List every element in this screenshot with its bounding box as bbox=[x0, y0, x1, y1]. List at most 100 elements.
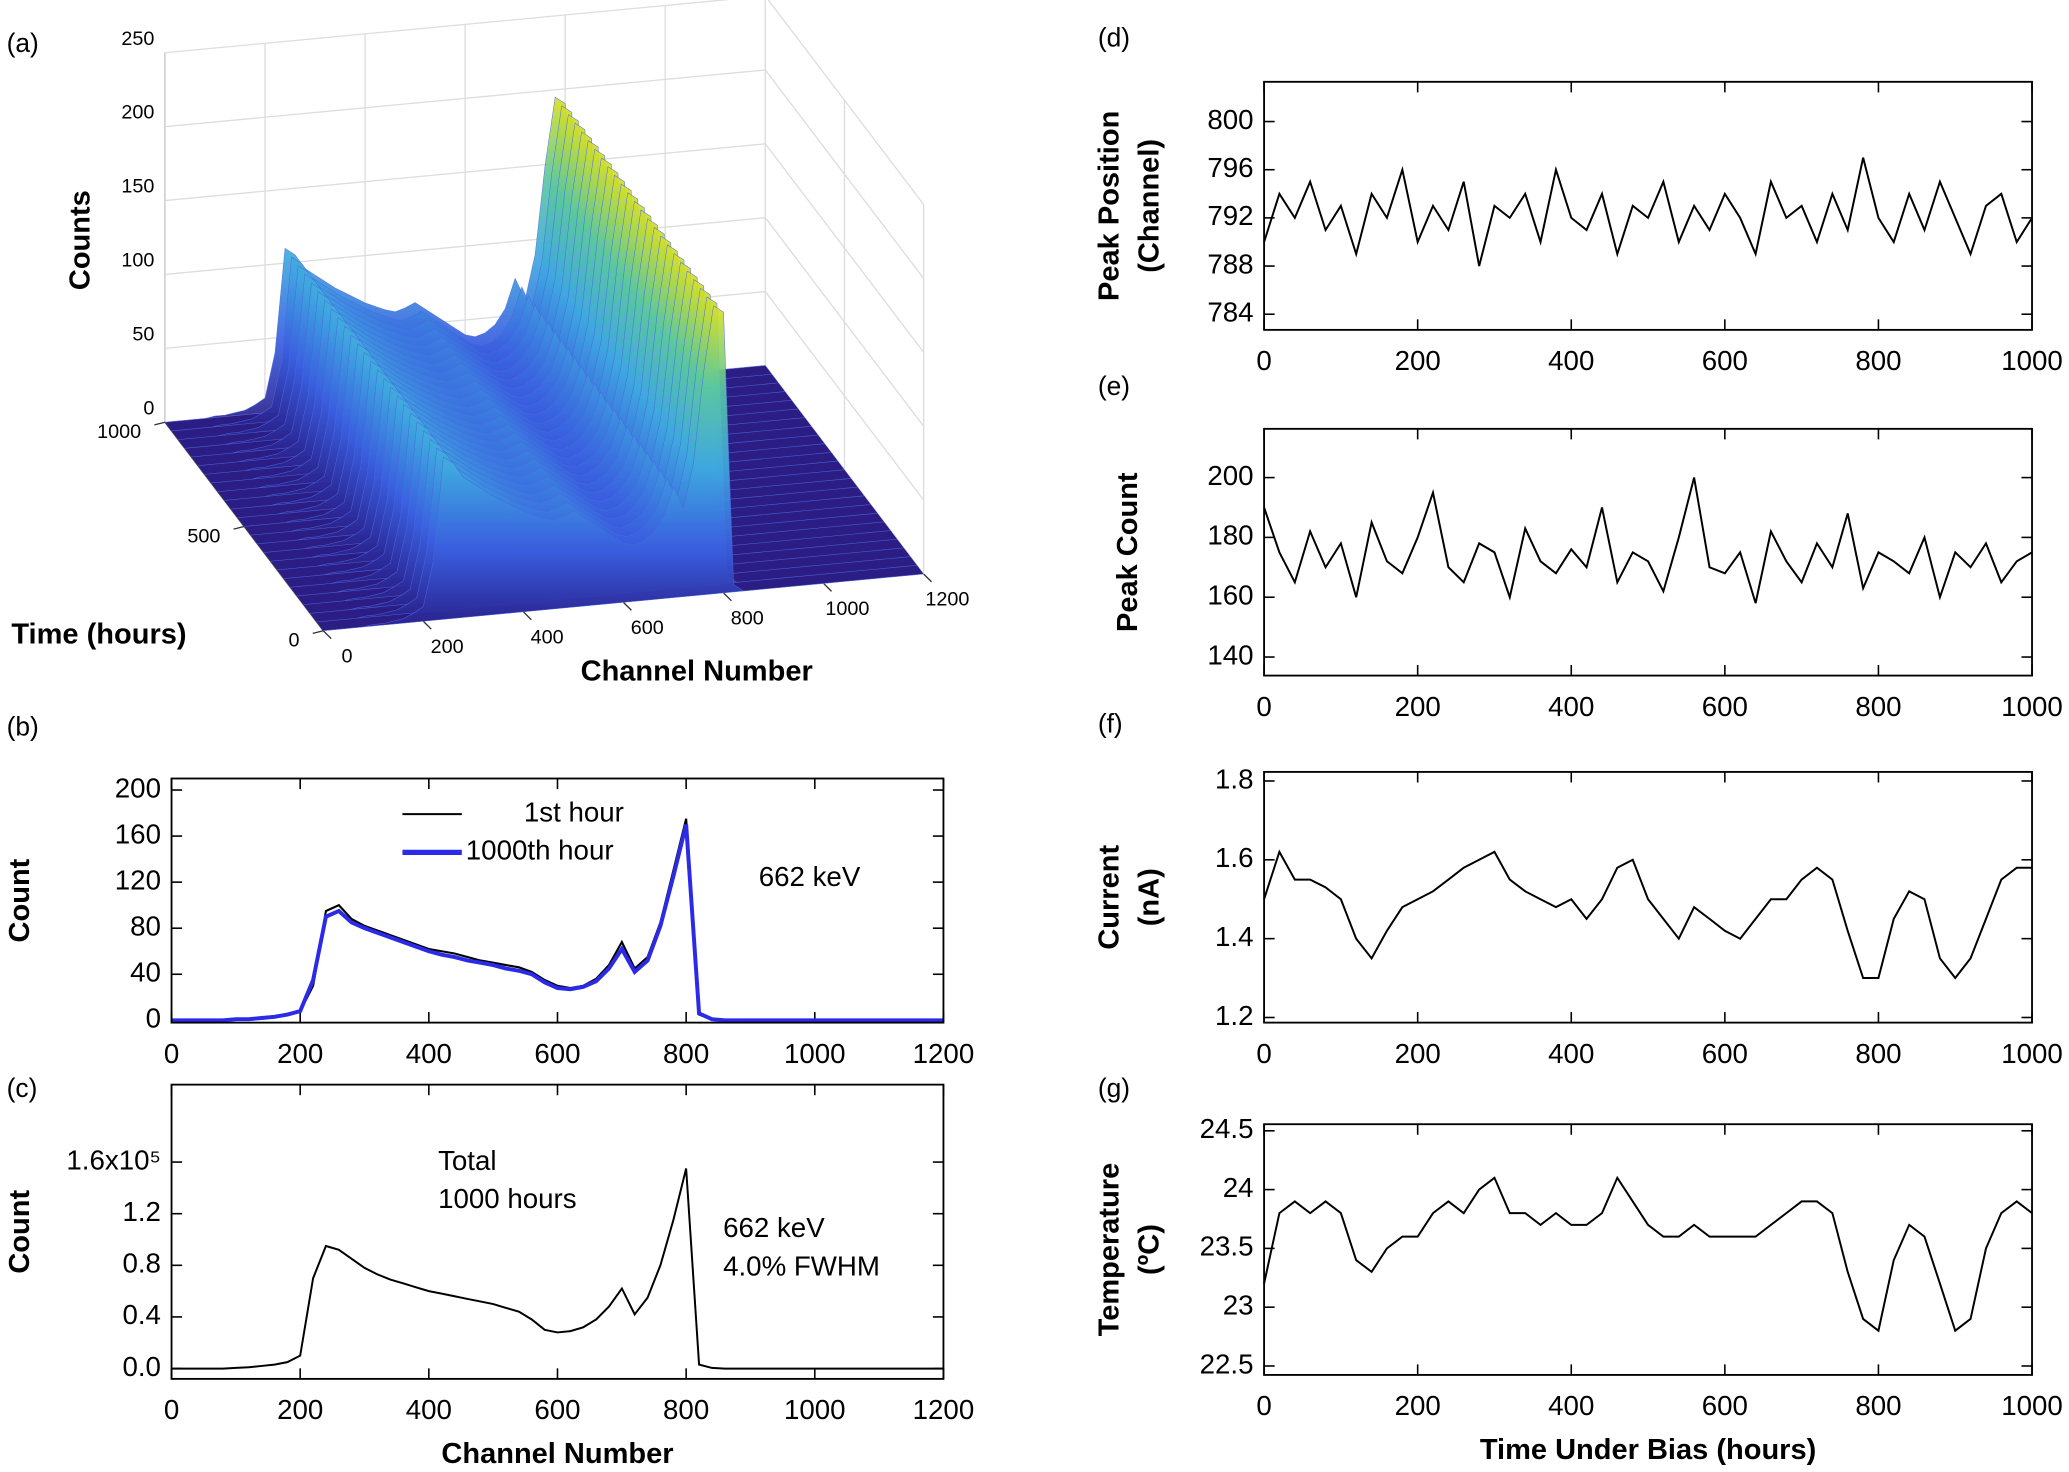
tick-mark bbox=[322, 630, 332, 640]
plot-frame bbox=[1263, 427, 2033, 677]
plot-frame bbox=[170, 1083, 945, 1380]
annotation: 662 keV bbox=[759, 861, 861, 892]
x-tick-label: 400 bbox=[1548, 1390, 1594, 1421]
x-tick-label: 0 bbox=[1256, 1038, 1271, 1069]
y-tick-label: 120 bbox=[115, 864, 161, 895]
x-tick-label: 200 bbox=[1395, 345, 1441, 376]
panel-label: (f) bbox=[1098, 709, 1123, 739]
x-tick-label: 200 bbox=[277, 1394, 323, 1425]
x-tick-label: 600 bbox=[534, 1394, 580, 1425]
x-tick-label: 600 bbox=[1702, 691, 1748, 722]
y-axis-label: Peak Count bbox=[1112, 472, 1144, 632]
y-tick-label: 24.5 bbox=[1200, 1113, 1254, 1144]
y-axis-label: Count bbox=[4, 1190, 36, 1274]
x-tick-label: 1000 bbox=[2001, 1038, 2063, 1069]
x-tick-label: 600 bbox=[1702, 345, 1748, 376]
x-axis-label: Time Under Bias (hours) bbox=[1480, 1434, 1816, 1466]
data-line bbox=[1263, 477, 2033, 604]
y-tick-label: 22.5 bbox=[1200, 1348, 1254, 1379]
x-tick-label: 0 bbox=[1256, 1390, 1271, 1421]
x-tick-label: 800 bbox=[731, 608, 764, 630]
y-tick-label: 40 bbox=[130, 957, 161, 988]
x-tick-label: 1000 bbox=[2001, 1390, 2063, 1421]
surface-slice bbox=[323, 305, 924, 631]
tick-mark bbox=[522, 611, 532, 621]
panel-label: (d) bbox=[1098, 23, 1130, 53]
x-tick-label: 1000 bbox=[784, 1038, 846, 1069]
annotation: 662 keV bbox=[723, 1212, 825, 1243]
x-tick-label: 0 bbox=[1256, 345, 1271, 376]
y-axis-label: Temperature bbox=[1094, 1163, 1126, 1337]
y-tick-label: 1000 bbox=[97, 421, 141, 443]
x-tick-label: 0 bbox=[164, 1038, 179, 1069]
y-axis-label: Current bbox=[1094, 845, 1126, 950]
tick-mark bbox=[154, 421, 166, 426]
plot-area bbox=[171, 818, 944, 1023]
y-tick-label: 0.8 bbox=[122, 1248, 161, 1279]
y-tick-label: 1.8 bbox=[1215, 763, 1254, 794]
panel-label: (e) bbox=[1098, 371, 1130, 401]
legend-label: 1000th hour bbox=[466, 835, 614, 866]
x-tick-label: 600 bbox=[1702, 1038, 1748, 1069]
y-tick-label: 160 bbox=[115, 818, 161, 849]
y-axis-label: Time (hours) bbox=[11, 619, 186, 651]
panel-label: (b) bbox=[7, 711, 39, 741]
x-tick-label: 1000 bbox=[784, 1394, 846, 1425]
x-tick-label: 1200 bbox=[925, 589, 969, 611]
y-axis-label: Count bbox=[4, 858, 36, 942]
legend-label: 1st hour bbox=[524, 796, 624, 827]
x-tick-label: 800 bbox=[663, 1394, 709, 1425]
x-tick-label: 400 bbox=[1548, 345, 1594, 376]
y-tick-label: 1.4 bbox=[1215, 921, 1254, 952]
plot-area bbox=[1263, 157, 2033, 267]
data-line bbox=[1263, 157, 2033, 267]
y-tick-label: 160 bbox=[1207, 580, 1253, 611]
data-line bbox=[171, 824, 944, 1023]
data-line bbox=[171, 1168, 944, 1370]
y-tick-label: 140 bbox=[1207, 639, 1253, 670]
z-tick-label: 200 bbox=[121, 102, 154, 124]
y-tick-label: 500 bbox=[187, 525, 220, 547]
y-tick-label: 796 bbox=[1207, 152, 1253, 183]
plot-area bbox=[1263, 1175, 2033, 1333]
y-tick-label: 80 bbox=[130, 911, 161, 942]
plot-frame bbox=[170, 777, 945, 1024]
x-tick-label: 400 bbox=[1548, 1038, 1594, 1069]
y-tick-label: 1.6 bbox=[1215, 842, 1254, 873]
y-axis-label: (Channel) bbox=[1133, 139, 1165, 273]
z-tick-label: 100 bbox=[121, 249, 154, 271]
x-tick-label: 200 bbox=[277, 1038, 323, 1069]
x-tick-label: 0 bbox=[342, 645, 353, 667]
y-tick-label: 792 bbox=[1207, 200, 1253, 231]
z-axis-label: Counts bbox=[64, 190, 96, 290]
z-tick-label: 250 bbox=[121, 28, 154, 50]
y-tick-label: 200 bbox=[1207, 460, 1253, 491]
tick-mark bbox=[233, 525, 245, 530]
plot-frame bbox=[1263, 770, 2033, 1024]
y-tick-label: 200 bbox=[115, 772, 161, 803]
x-tick-label: 1200 bbox=[913, 1394, 975, 1425]
y-tick-label: 0 bbox=[289, 630, 300, 652]
x-tick-label: 0 bbox=[164, 1394, 179, 1425]
x-tick-label: 400 bbox=[1548, 691, 1594, 722]
x-tick-label: 800 bbox=[1855, 691, 1901, 722]
plot-frame bbox=[1263, 80, 2033, 331]
x-axis-label: Channel Number bbox=[581, 656, 813, 688]
tick-mark bbox=[622, 601, 632, 611]
tick-mark bbox=[312, 630, 324, 635]
x-axis-label: Channel Number bbox=[441, 1438, 673, 1470]
x-tick-label: 400 bbox=[406, 1038, 452, 1069]
tick-mark bbox=[823, 582, 832, 592]
z-tick-label: 0 bbox=[143, 397, 154, 419]
y-tick-label: 800 bbox=[1207, 104, 1253, 135]
y-tick-label: 0 bbox=[146, 1003, 161, 1034]
tick-mark bbox=[923, 573, 933, 583]
x-tick-label: 1000 bbox=[2001, 345, 2063, 376]
x-tick-label: 800 bbox=[1855, 1038, 1901, 1069]
plot-area bbox=[171, 1168, 944, 1370]
panel-label: (g) bbox=[1098, 1073, 1130, 1103]
y-tick-label: 24 bbox=[1223, 1172, 1254, 1203]
y-tick-label: 0.0 bbox=[122, 1351, 161, 1382]
